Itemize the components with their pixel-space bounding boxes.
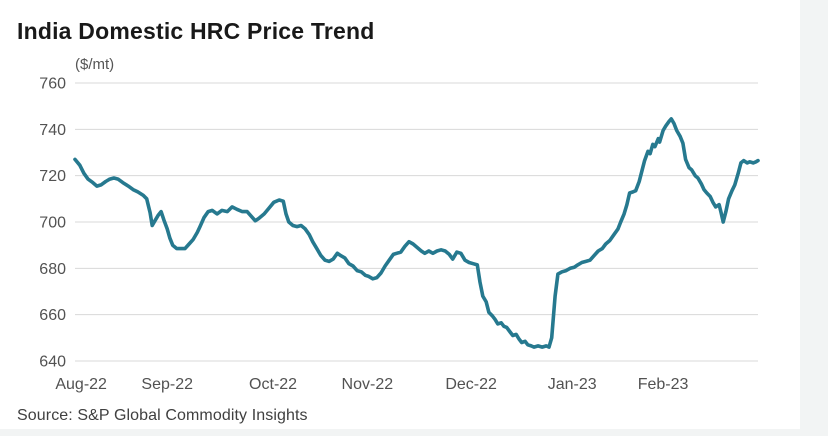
chart-title: India Domestic HRC Price Trend: [17, 18, 375, 44]
gridlines-group: [75, 82, 758, 362]
x-axis-tick-label: Oct-22: [249, 376, 297, 393]
price-line: [73, 117, 760, 349]
source-attribution: Source: S&P Global Commodity Insights: [17, 407, 308, 424]
x-axis-tick-label: Nov-22: [342, 376, 394, 393]
x-axis-tick-label: Sep-22: [141, 376, 193, 393]
y-axis-tick-label: 740: [39, 122, 66, 139]
x-axis-tick-label: Aug-22: [55, 376, 107, 393]
x-axis-tick-label: Feb-23: [638, 376, 689, 393]
y-axis-tick-label: 720: [39, 168, 66, 185]
series-group: [73, 117, 760, 349]
y-axis-tick-label: 680: [39, 261, 66, 278]
y-axis-unit-label: ($/mt): [75, 56, 115, 73]
y-axis-tick-label: 660: [39, 307, 66, 324]
chart-card: India Domestic HRC Price Trend ($/mt) 76…: [0, 0, 800, 429]
y-axis-tick-label: 760: [39, 76, 66, 93]
x-axis-tick-label: Jan-23: [548, 376, 597, 393]
price-chart-svg: 760 740 720 700 680 660 640 Aug-22 Sep-22 Oct-22…: [39, 76, 760, 393]
y-axis-tick-label: 700: [39, 215, 66, 232]
x-axis-tick-label: Dec-22: [445, 376, 497, 393]
y-axis-tick-label: 640: [39, 354, 66, 371]
x-axis-labels-group: Aug-22 Sep-22 Oct-22 Nov-22 Dec-22 Jan-23 Feb-…: [55, 376, 688, 393]
y-axis-labels-group: 760 740 720 700 680 660 640: [39, 76, 66, 371]
